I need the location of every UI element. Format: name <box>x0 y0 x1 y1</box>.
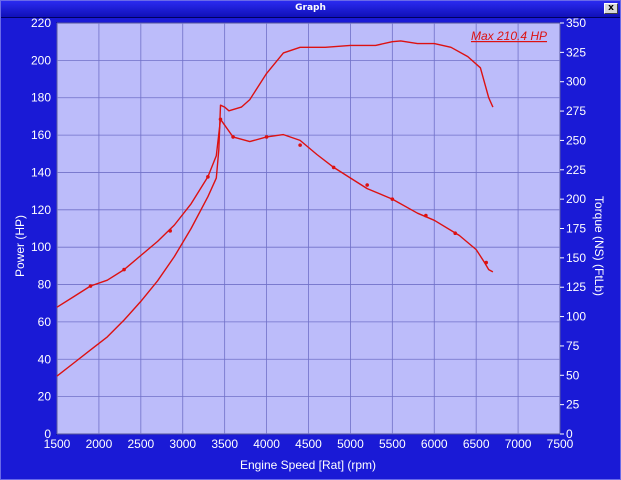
x-tick-label: 7000 <box>505 437 532 451</box>
series-marker <box>206 175 210 179</box>
series-marker <box>168 229 172 233</box>
right-tick-label: 75 <box>566 339 580 353</box>
series-marker <box>390 197 395 201</box>
right-tick-label: 0 <box>566 427 573 441</box>
left-tick-label: 20 <box>38 390 52 404</box>
right-tick-label: 250 <box>566 133 586 147</box>
left-axis-label: Power (HP) <box>13 215 27 277</box>
left-tick-label: 140 <box>31 165 51 179</box>
right-tick-label: 100 <box>566 310 586 324</box>
right-axis-label: Torque (NS) (FtLb) <box>592 196 606 296</box>
window-title: Graph <box>295 3 326 13</box>
left-tick-label: 220 <box>31 18 51 30</box>
power-series-line <box>56 40 494 377</box>
left-tick-label: 100 <box>31 240 51 254</box>
dyno-chart: 1500 2000 2500 3000 3500 4000 4500 5000 5500 6000… <box>13 18 606 472</box>
series-marker <box>88 284 93 288</box>
right-tick-label: 175 <box>566 222 586 236</box>
left-tick-label: 60 <box>38 315 52 329</box>
left-tick-label: 40 <box>38 352 52 366</box>
series-marker <box>331 165 336 170</box>
left-tick-label: 200 <box>31 53 51 67</box>
x-tick-label: 1500 <box>44 437 71 451</box>
close-button[interactable]: x <box>604 3 618 14</box>
right-tick-label: 200 <box>566 192 586 206</box>
right-tick-label: 350 <box>566 18 586 30</box>
x-tick-label: 7500 <box>547 437 574 451</box>
left-tick-label: 120 <box>31 203 51 217</box>
series-marker <box>264 135 269 139</box>
max-power-annotation: Max 210.4 HP <box>471 29 547 43</box>
x-tick-label: 6000 <box>421 437 448 451</box>
right-tick-label: 275 <box>566 104 586 118</box>
series-marker <box>484 260 489 265</box>
x-tick-label: 5500 <box>379 437 406 451</box>
title-bar[interactable]: Graph x <box>1 1 620 18</box>
x-tick-label: 4000 <box>253 437 280 451</box>
left-tick-label: 180 <box>31 91 51 105</box>
left-tick-label: 0 <box>44 427 51 441</box>
x-tick-label: 6500 <box>463 437 490 451</box>
x-tick-label: 4500 <box>295 437 322 451</box>
right-tick-label: 125 <box>566 280 586 294</box>
x-tick-label: 3000 <box>169 437 196 451</box>
x-axis-label: Engine Speed [Rat] (rpm) <box>240 458 376 472</box>
series-marker <box>424 213 428 218</box>
series-marker <box>298 143 302 147</box>
left-tick-label: 160 <box>31 128 51 142</box>
x-tick-label: 2500 <box>127 437 154 451</box>
series-marker <box>453 231 458 235</box>
right-tick-label: 300 <box>566 75 586 89</box>
right-tick-label: 50 <box>566 368 580 382</box>
right-tick-label: 25 <box>566 398 580 412</box>
left-tick-label: 80 <box>38 278 52 292</box>
series-marker <box>231 135 235 139</box>
series-marker <box>365 183 369 187</box>
right-tick-label: 325 <box>566 45 586 59</box>
series-marker <box>218 117 223 122</box>
x-tick-label: 2000 <box>86 437 113 451</box>
right-tick-label: 225 <box>566 163 586 177</box>
x-tick-label: 5000 <box>337 437 364 451</box>
right-tick-label: 150 <box>566 251 586 265</box>
x-tick-label: 3500 <box>211 437 238 451</box>
torque-series-line <box>56 118 494 308</box>
series-marker <box>122 267 126 272</box>
